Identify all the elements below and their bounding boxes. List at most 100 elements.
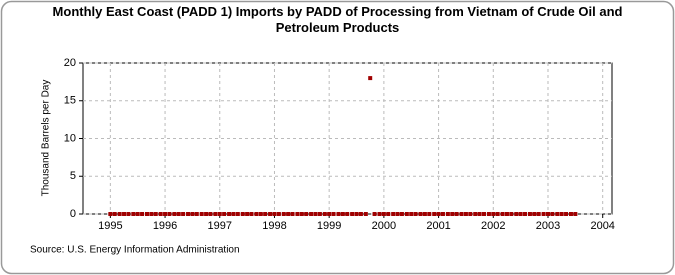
point [208, 212, 213, 216]
point [372, 212, 377, 216]
point [331, 212, 336, 216]
point [204, 212, 209, 216]
point [309, 212, 314, 216]
point [377, 212, 382, 216]
point [126, 212, 131, 216]
point [135, 212, 140, 216]
point [532, 212, 537, 216]
point [432, 212, 437, 216]
point [527, 212, 532, 216]
point [454, 212, 459, 216]
point [235, 212, 240, 216]
x-tick-label: 2001 [426, 220, 450, 232]
point [199, 212, 204, 216]
point [440, 212, 445, 216]
point [486, 212, 491, 216]
point [245, 212, 250, 216]
point [445, 212, 450, 216]
point [559, 212, 564, 216]
x-tick-label: 1997 [208, 220, 232, 232]
y-tick-label: 15 [64, 95, 76, 107]
x-tick-label: 2002 [481, 220, 505, 232]
point [468, 212, 473, 216]
point [163, 212, 168, 216]
point [368, 76, 373, 81]
point [450, 212, 455, 216]
point [399, 212, 404, 216]
x-tick-label: 2004 [590, 220, 614, 232]
x-tick-label: 2000 [372, 220, 396, 232]
y-axis-label: Thousand Barrels per Day [41, 80, 52, 197]
point [504, 212, 509, 216]
point [317, 212, 322, 216]
point [345, 212, 350, 216]
point [536, 212, 541, 216]
point [194, 212, 199, 216]
point [231, 212, 236, 216]
point [463, 212, 468, 216]
point [418, 212, 423, 216]
point [413, 212, 418, 216]
point [550, 212, 555, 216]
y-tick-label: 0 [70, 208, 76, 220]
point [545, 212, 550, 216]
point [217, 212, 222, 216]
point [363, 212, 368, 216]
point [313, 212, 318, 216]
point [181, 212, 186, 216]
point [555, 212, 560, 216]
point [500, 212, 505, 216]
point [227, 212, 232, 216]
point [381, 212, 386, 216]
point [518, 212, 523, 216]
point [149, 212, 154, 216]
point [322, 212, 327, 216]
source: Source: U.S. Energy Information Administ… [30, 245, 240, 256]
point [276, 212, 281, 216]
point [222, 212, 227, 216]
x-tick-label: 1996 [153, 220, 177, 232]
point [281, 212, 286, 216]
point [299, 212, 304, 216]
point [190, 212, 195, 216]
point [295, 212, 300, 216]
point [514, 212, 519, 216]
point [268, 212, 273, 216]
point [427, 212, 432, 216]
y-tick-label: 20 [64, 57, 76, 69]
point [509, 212, 514, 216]
point [477, 212, 482, 216]
point [240, 212, 245, 216]
point [186, 212, 191, 216]
point [340, 212, 345, 216]
point [140, 212, 145, 216]
point [404, 212, 409, 216]
point [167, 212, 172, 216]
point [409, 212, 414, 216]
point [172, 212, 177, 216]
y-tick-label: 5 [70, 170, 76, 182]
point [564, 212, 569, 216]
point [117, 212, 122, 216]
point [263, 212, 268, 216]
point [272, 212, 277, 216]
point [495, 212, 500, 216]
point [131, 212, 136, 216]
x-tick-label: 1995 [98, 220, 122, 232]
chart-title: Monthly East Coast (PADD 1) Imports by P… [52, 4, 623, 35]
point [145, 212, 150, 216]
point [358, 212, 363, 216]
point [473, 212, 478, 216]
point [541, 212, 546, 216]
point [350, 212, 355, 216]
point [213, 212, 218, 216]
point [176, 212, 181, 216]
point [122, 212, 127, 216]
x-tick-label: 1999 [317, 220, 341, 232]
point [459, 212, 464, 216]
point [391, 212, 396, 216]
point [568, 212, 573, 216]
point [481, 212, 486, 216]
